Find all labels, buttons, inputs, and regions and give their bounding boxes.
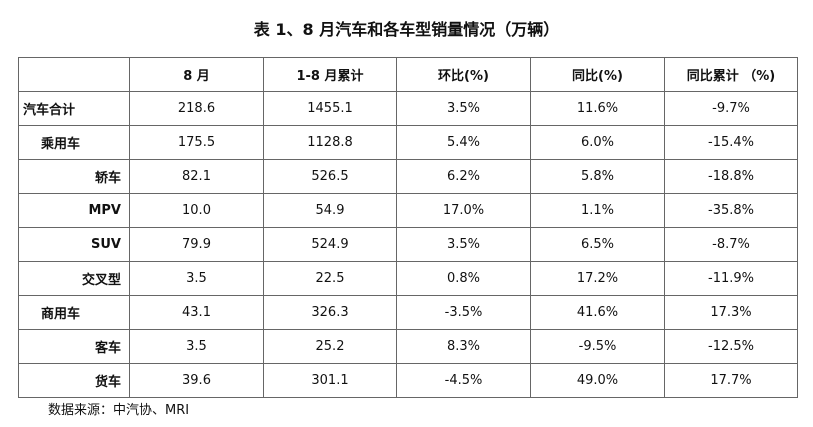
table-row: 客车 3.5 25.2 8.3% -9.5% -12.5% (18, 329, 798, 364)
row-label: 商用车 (18, 295, 130, 330)
table-row: 轿车 82.1 526.5 6.2% 5.8% -18.8% (18, 159, 798, 194)
row-label: SUV (18, 227, 130, 262)
table-title: 表 1、8 月汽车和各车型销量情况（万辆） (253, 20, 560, 39)
table-cell: 1.1% (530, 193, 665, 228)
table-cell: 25.2 (263, 329, 397, 364)
table-cell: 3.5 (129, 329, 264, 364)
table-cell: 326.3 (263, 295, 397, 330)
row-label: 交叉型 (18, 261, 130, 296)
table-row: MPV 10.0 54.9 17.0% 1.1% -35.8% (18, 193, 798, 228)
table-cell: 17.0% (396, 193, 531, 228)
table-cell: 22.5 (263, 261, 397, 296)
table-cell: -4.5% (396, 363, 531, 398)
table-cell: 17.7% (664, 363, 798, 398)
table-cell: -8.7% (664, 227, 798, 262)
table-cell: 175.5 (129, 125, 264, 160)
row-label: 轿车 (18, 159, 130, 194)
table-cell: 17.2% (530, 261, 665, 296)
table-cell: 6.2% (396, 159, 531, 194)
header-cell: 1-8 月累计 (263, 57, 397, 92)
table-cell: 6.0% (530, 125, 665, 160)
table-row: 乘用车 175.5 1128.8 5.4% 6.0% -15.4% (18, 125, 798, 160)
table-body: 汽车合计 218.6 1455.1 3.5% 11.6% -9.7% 乘用车 175.5 112… (18, 91, 798, 398)
table-cell: 11.6% (530, 91, 665, 126)
table-cell: -18.8% (664, 159, 798, 194)
table-cell: 82.1 (129, 159, 264, 194)
table-cell: 301.1 (263, 363, 397, 398)
table-cell: 524.9 (263, 227, 397, 262)
table-row: 商用车 43.1 326.3 -3.5% 41.6% 17.3% (18, 295, 798, 330)
row-label: 乘用车 (18, 125, 130, 160)
table-cell: -9.7% (664, 91, 798, 126)
corner-cell (18, 57, 130, 92)
table-cell: -11.9% (664, 261, 798, 296)
table-cell: 49.0% (530, 363, 665, 398)
header-cell: 同比(%) (530, 57, 665, 92)
table-cell: 8.3% (396, 329, 531, 364)
table-cell: -35.8% (664, 193, 798, 228)
header-cell: 8 月 (129, 57, 264, 92)
header-cell: 环比(%) (396, 57, 531, 92)
header-cell: 同比累计 （%) (664, 57, 798, 92)
table-cell: 39.6 (129, 363, 264, 398)
table-row: 交叉型 3.5 22.5 0.8% 17.2% -11.9% (18, 261, 798, 296)
table-cell: 526.5 (263, 159, 397, 194)
row-label: 汽车合计 (18, 91, 130, 126)
table-row: 货车 39.6 301.1 -4.5% 49.0% 17.7% (18, 363, 798, 398)
table-cell: 43.1 (129, 295, 264, 330)
table-row: SUV 79.9 524.9 3.5% 6.5% -8.7% (18, 227, 798, 262)
table-cell: -15.4% (664, 125, 798, 160)
header-row: 8 月 1-8 月累计 环比(%) 同比(%) 同比累计 （%) (18, 57, 798, 92)
table-cell: -9.5% (530, 329, 665, 364)
table-cell: 3.5% (396, 227, 531, 262)
source-note: 数据来源：中汽协、MRI (48, 403, 190, 418)
table-cell: 5.8% (530, 159, 665, 194)
row-label: MPV (18, 193, 130, 228)
table-cell: 3.5% (396, 91, 531, 126)
table-cell: -12.5% (664, 329, 798, 364)
table-cell: 1128.8 (263, 125, 397, 160)
row-label: 客车 (18, 329, 130, 364)
table-cell: 79.9 (129, 227, 264, 262)
table-cell: 41.6% (530, 295, 665, 330)
sales-table: 8 月 1-8 月累计 环比(%) 同比(%) 同比累计 （%) 汽车合计 218.6 14… (18, 57, 798, 398)
table-cell: 17.3% (664, 295, 798, 330)
table-cell: 10.0 (129, 193, 264, 228)
table-cell: 5.4% (396, 125, 531, 160)
table-cell: 6.5% (530, 227, 665, 262)
table-cell: 54.9 (263, 193, 397, 228)
table-cell: 218.6 (129, 91, 264, 126)
table-cell: 1455.1 (263, 91, 397, 126)
row-label: 货车 (18, 363, 130, 398)
table-cell: 0.8% (396, 261, 531, 296)
table-row: 汽车合计 218.6 1455.1 3.5% 11.6% -9.7% (18, 91, 798, 126)
table-cell: 3.5 (129, 261, 264, 296)
table-cell: -3.5% (396, 295, 531, 330)
